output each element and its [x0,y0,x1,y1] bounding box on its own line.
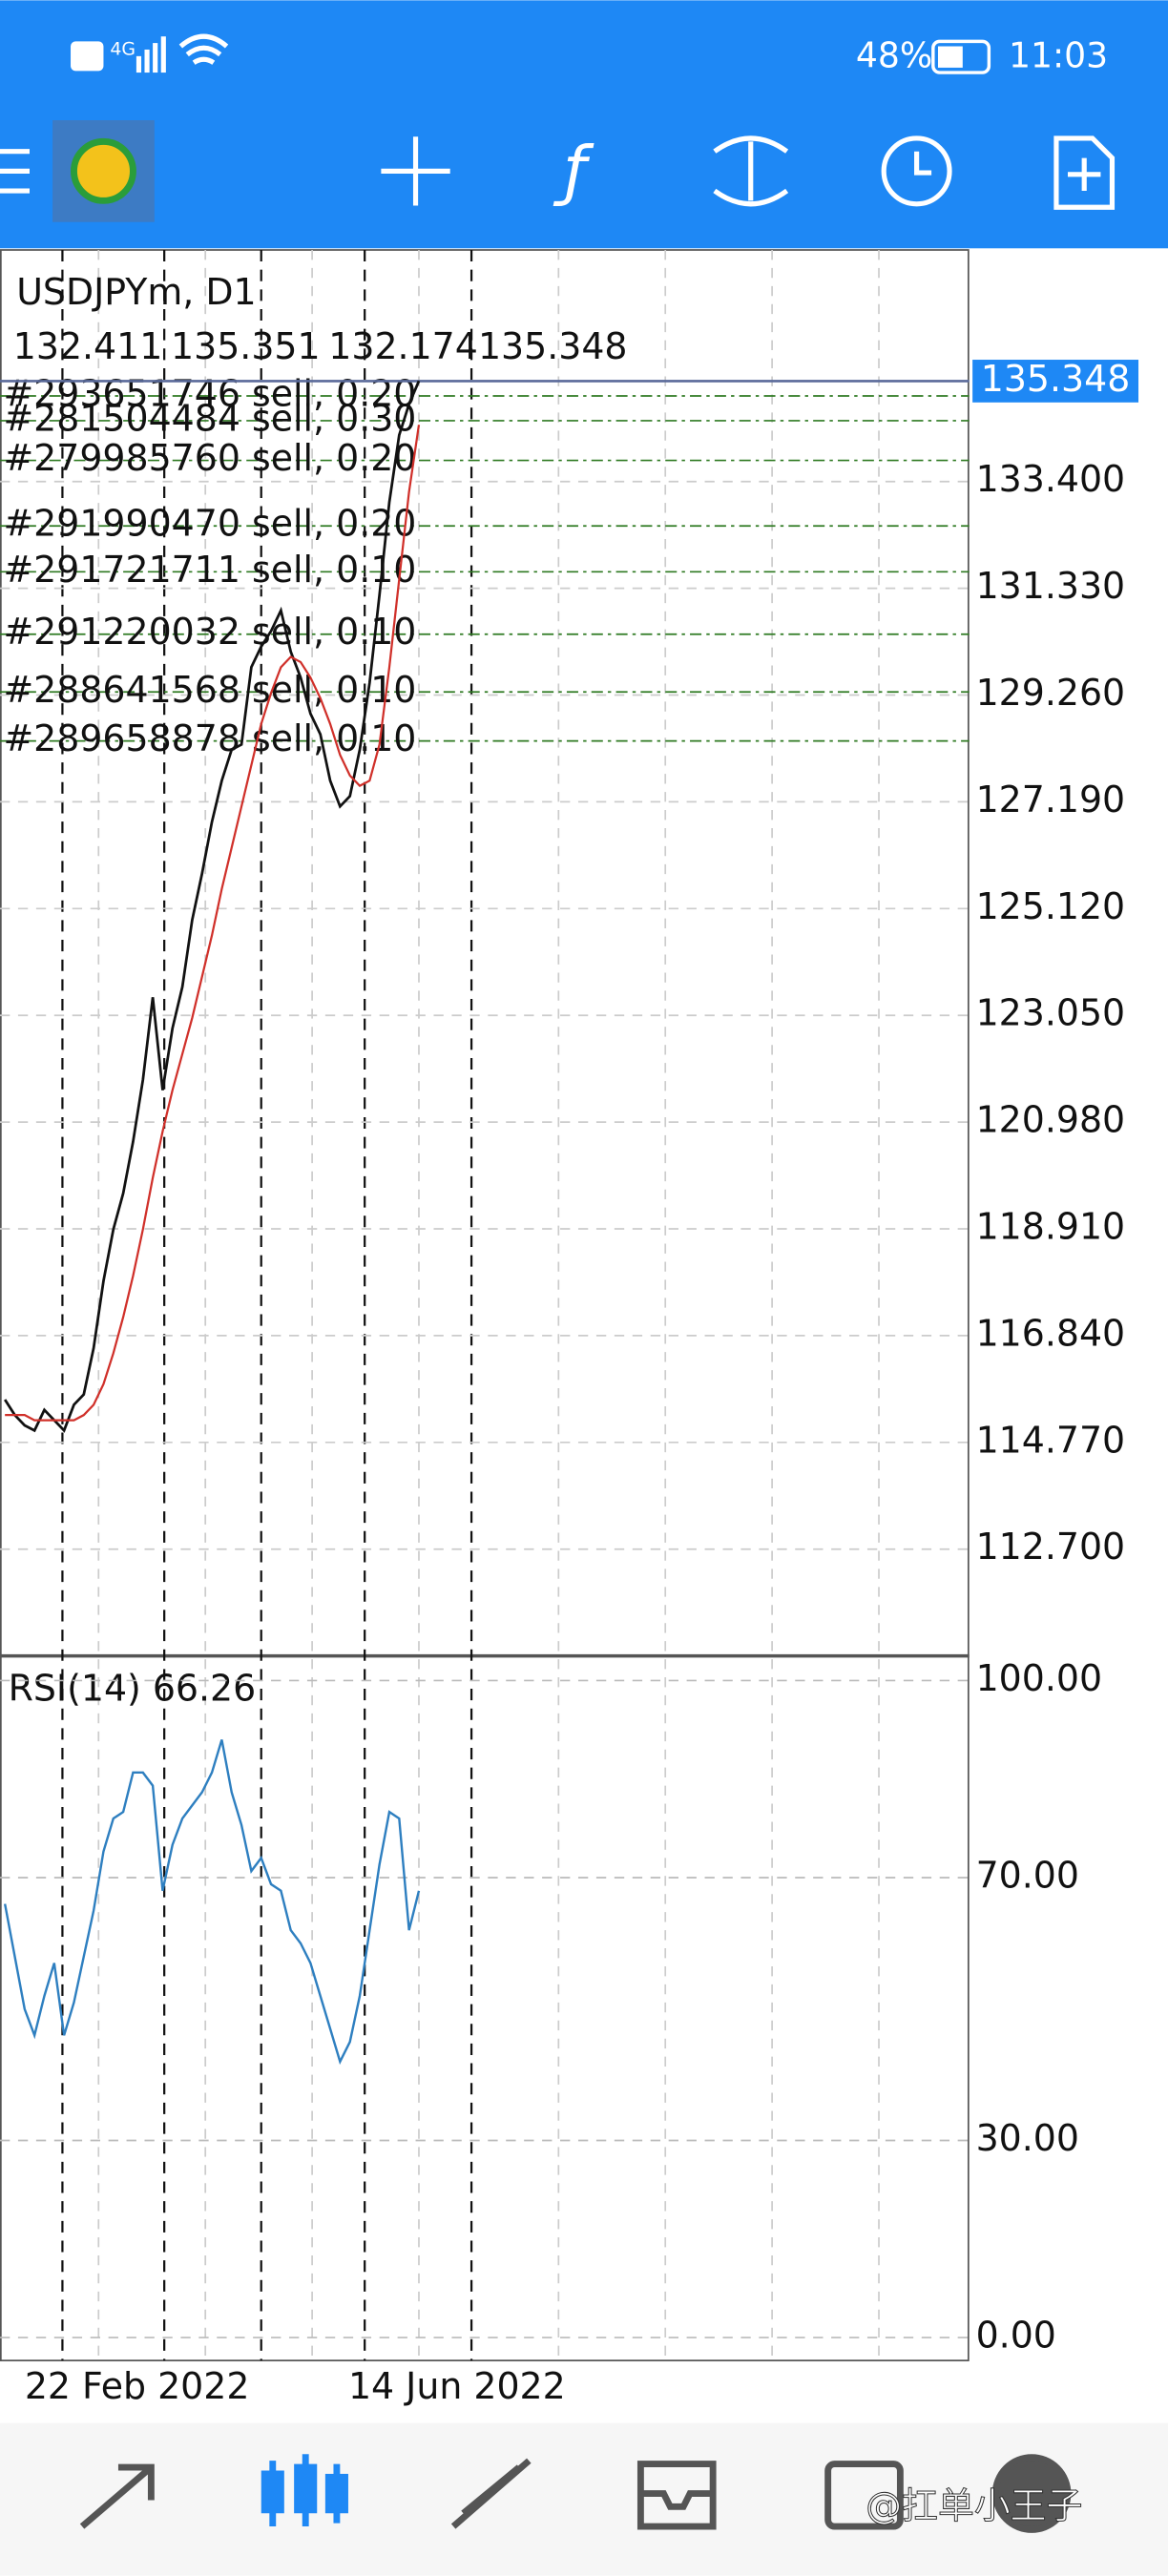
price-tick-label: 129.260 [976,672,1126,714]
template-button[interactable] [1053,135,1116,210]
order-label: #291220032 sell, 0.10 [3,611,416,653]
price-tick-label: 118.910 [976,1206,1126,1248]
trade-tab[interactable] [450,2458,532,2529]
order-label: #289658878 sell, 0.10 [3,717,416,759]
price-tick-label: 131.330 [976,565,1126,607]
watermark: @扛单小王子 [866,2485,1082,2527]
period-separators [61,250,473,2361]
crosshair-button[interactable] [381,136,450,206]
rsi-tick-label: 100.00 [976,1657,1102,1699]
price-tick-label: 133.400 [976,458,1126,500]
rsi-label: RSI(14) 66.26 [9,1667,257,1709]
order-label: #293651746 sell, 0.20 [3,372,416,414]
clock: 11:03 [1009,35,1108,76]
price-tick-label: 112.700 [976,1526,1126,1568]
header [0,0,1168,249]
status-icons: 4G [71,33,991,74]
price-tick-label: 120.980 [976,1099,1126,1141]
symbol-title: USDJPYm, D1 [16,271,256,313]
order-label: #288641568 sell, 0.10 [3,669,416,711]
rsi-tick-label: 30.00 [976,2117,1079,2159]
bid-label: 135.348 [981,358,1131,400]
bottom-nav [0,2422,1168,2576]
price-tick-label: 123.050 [976,992,1126,1034]
date-label: 14 Jun 2022 [348,2365,566,2407]
price-tick-label: 116.840 [976,1312,1126,1354]
battery: 48% [856,35,932,76]
chart-tab[interactable] [261,2454,348,2527]
date-label: 22 Feb 2022 [25,2365,250,2407]
news-tab[interactable] [824,2461,904,2530]
order-label: #291990470 sell, 0.20 [3,503,416,545]
quotes-tab[interactable] [79,2463,155,2529]
svg-text:4G: 4G [110,38,136,59]
bid-badge [972,360,1139,403]
price-tick-label: 114.770 [976,1419,1126,1461]
ohlc-value: 135.348 [478,325,628,367]
history-tab[interactable] [636,2461,717,2530]
rsi-tick-label: 70.00 [976,1855,1079,1897]
price-tick-label: 127.190 [976,779,1126,821]
moving-average [5,425,421,1422]
ohlc-value: 132.174 [328,325,478,367]
order-label: #291721711 sell, 0.10 [3,549,416,591]
order-label: #281504484 sell, 0.30 [3,397,416,439]
period-button[interactable] [881,135,952,207]
chart-frame [0,249,970,2362]
grid [97,250,880,2361]
ohlc-value: 132.411 [13,325,163,367]
price-line [4,380,421,1433]
rsi-tick-label: 0.00 [976,2315,1056,2357]
price-tick-label: 125.120 [976,885,1126,927]
ohlc-value: 135.351 [171,325,321,367]
menu-button[interactable] [0,149,30,194]
order-label: #279985760 sell, 0.20 [3,437,416,479]
rsi-line [3,1739,421,2066]
trade-button[interactable] [713,135,789,207]
messages-tab[interactable] [991,2454,1072,2533]
